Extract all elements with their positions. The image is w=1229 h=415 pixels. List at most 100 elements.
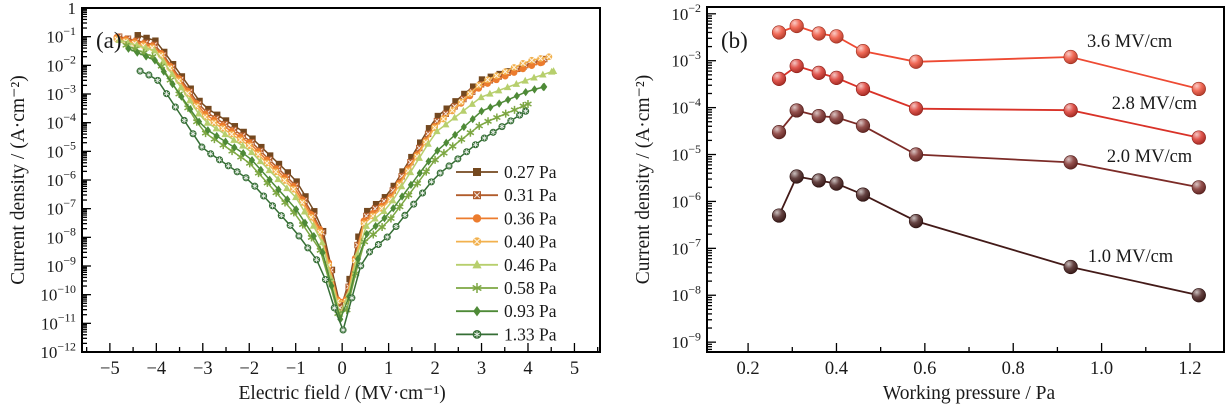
legend-label: 0.46 Pa: [504, 255, 557, 275]
x-tick-label: 3: [477, 359, 486, 379]
series-markers: [771, 103, 1206, 195]
y-tick-label: 10−3: [671, 48, 701, 71]
series-markers: [771, 18, 1206, 97]
y-tick-label: 10−2: [46, 53, 76, 76]
panel-b: 0.2 0.4 0.6 0.8 1.0 1.2 10−2 10−3 10−4 10−5 10−6 10…: [633, 1, 1225, 404]
series-a-0-58-pa: [122, 41, 532, 318]
series-line: [778, 175, 1199, 297]
data-point: [1063, 155, 1078, 170]
legend: 0.27 Pa 0.31 Pa 0.36 Pa 0.40 Pa 0.46 Pa 0.58 …: [456, 162, 557, 344]
y-tick-label: 10−6: [46, 167, 76, 190]
series-b-1-0-mv-cm: [771, 169, 1206, 303]
y-tick-label: 10−8: [671, 283, 701, 306]
legend-item: 0.31 Pa: [456, 185, 557, 205]
series-markers: [113, 35, 553, 305]
data-point: [908, 101, 924, 116]
legend-label: 0.40 Pa: [504, 232, 557, 252]
data-point: [1191, 81, 1206, 97]
x-tick-label: 4: [523, 359, 532, 379]
series-b-2-0-mv-cm: [771, 103, 1206, 195]
legend-item: 0.36 Pa: [456, 208, 557, 228]
data-point: [1063, 259, 1078, 275]
data-point: [811, 108, 826, 124]
y-tick-label: 10−12: [40, 339, 76, 362]
data-point: [908, 214, 924, 229]
x-tick-label: −2: [239, 359, 259, 379]
legend-item: 0.27 Pa: [456, 162, 557, 182]
series-markers: [125, 44, 548, 324]
series-markers: [771, 169, 1206, 303]
x-tick-label: 0: [338, 359, 347, 379]
x-tick-label: 1.0: [1090, 359, 1113, 379]
series-line: [125, 44, 529, 315]
y-tick-label: 10−1: [46, 24, 76, 47]
series-a-0-93-pa: [125, 44, 548, 324]
y-axis-label-b: Current density / (A·cm⁻²): [633, 75, 654, 284]
series-a-0-40-pa: [113, 35, 553, 305]
data-point: [829, 29, 844, 44]
x-tick-label: 0.6: [913, 359, 936, 379]
data-point: [771, 125, 787, 140]
x-tick-label: −1: [286, 359, 306, 379]
axis-ticks: [82, 7, 599, 353]
x-tick-label: −5: [100, 359, 120, 379]
x-tick-label: 2: [430, 359, 439, 379]
y-tick-label: 10−10: [40, 282, 76, 305]
data-point: [811, 173, 826, 188]
y-tick-label: 10−3: [46, 81, 76, 104]
data-point: [771, 208, 787, 223]
legend-label: 1.33 Pa: [504, 324, 557, 344]
legend-label: 0.36 Pa: [504, 208, 557, 228]
data-point: [1191, 288, 1206, 303]
data-point: [829, 70, 844, 86]
data-point: [855, 187, 871, 202]
x-tick-label: −3: [193, 359, 213, 379]
legend-label: 0.58 Pa: [504, 278, 557, 298]
series-markers: [136, 67, 530, 334]
series-b-2-8-mv-cm: [771, 58, 1206, 145]
x-tick-label: 1: [384, 359, 393, 379]
data-point: [908, 54, 924, 69]
legend-label: 0.93 Pa: [504, 301, 557, 321]
x-tick-label: 0.8: [1002, 359, 1025, 379]
x-tick-label: 0.4: [825, 359, 848, 379]
x-tick-label: 1.2: [1178, 359, 1201, 379]
data-point: [1063, 49, 1078, 65]
data-point: [771, 25, 787, 40]
data-point: [789, 58, 804, 74]
annotation-2-0-mv-cm: 2.0 MV/cm: [1107, 147, 1193, 167]
panel-b-tag: (b): [721, 28, 748, 53]
data-point: [908, 147, 924, 162]
panel-a: −5 −4 −3 −2 −1 0 1 2 3 4 5 1 10−1 10−2 10−3 10−4 10−5 10−…: [8, 0, 601, 404]
y-tick-label: 10−7: [46, 196, 76, 219]
legend-item: 0.93 Pa: [456, 301, 557, 321]
y-tick-label: 10−2: [671, 1, 701, 24]
data-point: [855, 81, 871, 97]
x-tick-label: 5: [570, 359, 579, 379]
legend-item: 0.46 Pa: [456, 255, 557, 275]
data-point: [811, 65, 826, 80]
y-tick-label: 10−11: [41, 311, 76, 334]
data-point: [771, 71, 787, 86]
x-tick-label: 0.2: [737, 359, 760, 379]
data-point: [789, 18, 804, 34]
y-tick-label: 10−7: [671, 236, 701, 259]
y-tick-label: 10−5: [671, 142, 701, 165]
legend-item: 0.58 Pa: [456, 278, 557, 298]
legend-item: 1.33 Pa: [456, 324, 557, 344]
panel-a-tag: (a): [96, 28, 122, 53]
legend-item: 0.40 Pa: [456, 232, 557, 252]
y-tick-label: 10−5: [46, 139, 76, 162]
data-point: [829, 110, 844, 125]
series-a-1-33-pa: [136, 67, 530, 334]
plot-frame: [706, 6, 1225, 353]
annotation-2-8-mv-cm: 2.8 MV/cm: [1112, 94, 1198, 114]
legend-label: 0.31 Pa: [504, 185, 557, 205]
data-point: [829, 176, 844, 191]
y-axis-label-a: Current density / (A·cm⁻²): [8, 75, 29, 284]
y-tick-label: 10−4: [671, 95, 701, 118]
x-axis-label-a: Electric field / (MV·cm⁻¹): [239, 383, 446, 404]
y-tick-label: 10−6: [671, 189, 701, 212]
